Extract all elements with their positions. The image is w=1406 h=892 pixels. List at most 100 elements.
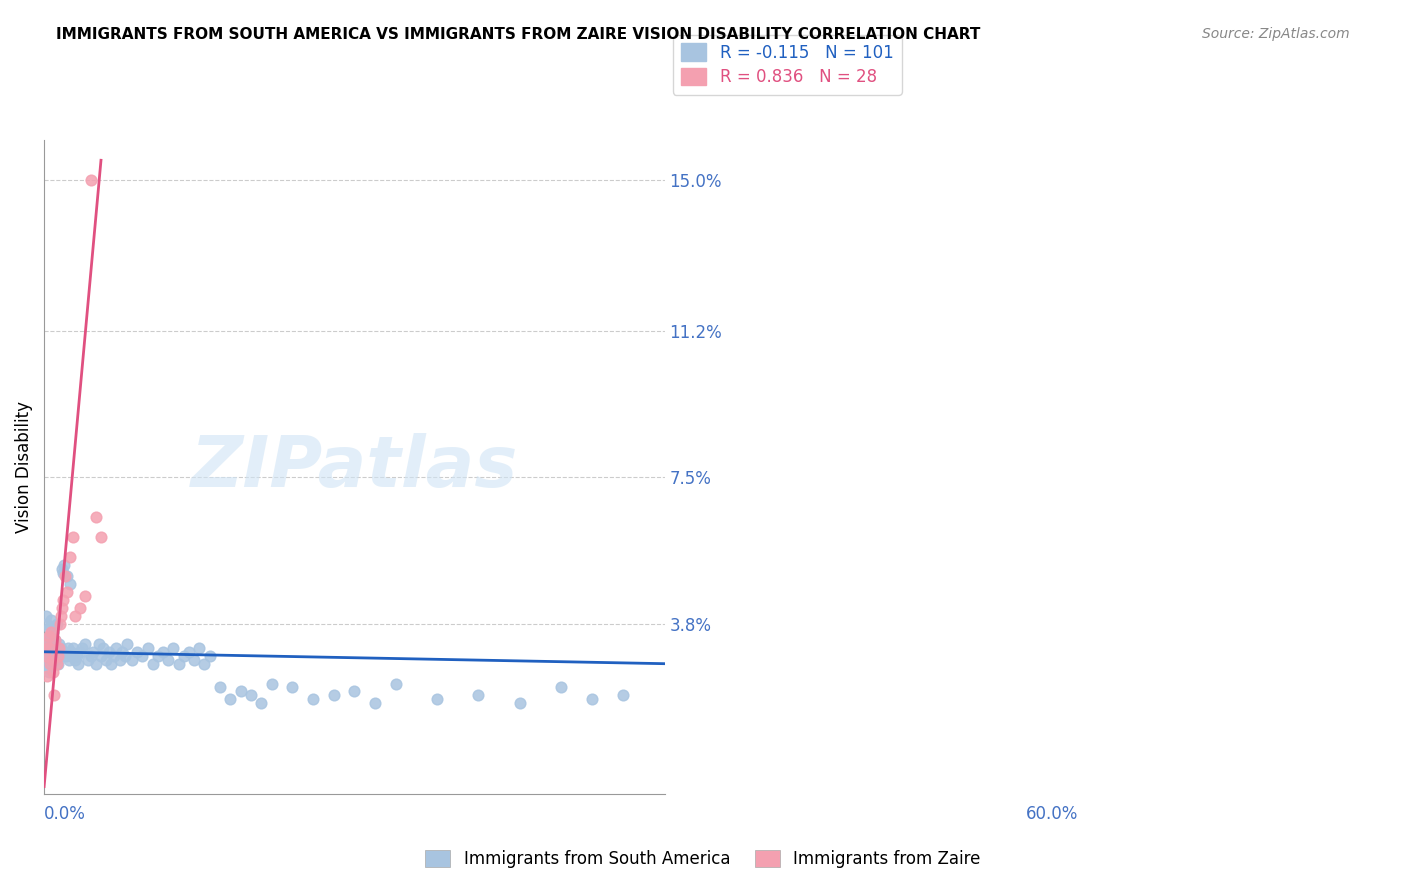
- Point: [42, 624, 65, 639]
- Point: [384, 676, 406, 690]
- Point: [35, 657, 58, 671]
- Point: [343, 684, 366, 698]
- Text: 60.0%: 60.0%: [1026, 805, 1078, 823]
- Point: [75, 637, 97, 651]
- Point: [62, 530, 84, 544]
- Point: [46, 645, 69, 659]
- Point: [183, 653, 205, 667]
- Point: [136, 640, 159, 655]
- Point: [59, 577, 82, 591]
- Point: [41, 645, 63, 659]
- Point: [49, 640, 72, 655]
- Point: [72, 640, 94, 655]
- Point: [44, 653, 66, 667]
- Point: [37, 640, 59, 655]
- Point: [198, 648, 221, 663]
- Point: [55, 648, 77, 663]
- Point: [44, 640, 66, 655]
- Point: [51, 561, 73, 575]
- Point: [35, 640, 58, 655]
- Point: [52, 558, 75, 572]
- Point: [39, 640, 62, 655]
- Point: [76, 653, 98, 667]
- Point: [114, 648, 136, 663]
- Point: [46, 657, 69, 671]
- Point: [45, 617, 67, 632]
- Point: [53, 645, 76, 659]
- Point: [38, 629, 60, 643]
- Point: [48, 617, 70, 632]
- Point: [48, 648, 70, 663]
- Point: [41, 657, 63, 671]
- Point: [38, 665, 60, 679]
- Point: [42, 665, 65, 679]
- Point: [35, 609, 58, 624]
- Point: [51, 601, 73, 615]
- Point: [56, 585, 79, 599]
- Point: [157, 653, 180, 667]
- Point: [41, 653, 63, 667]
- Point: [103, 648, 125, 663]
- Point: [281, 681, 304, 695]
- Point: [193, 657, 215, 671]
- Point: [98, 645, 121, 659]
- Point: [142, 657, 165, 671]
- Point: [612, 689, 634, 703]
- Point: [84, 510, 107, 524]
- Point: [53, 569, 76, 583]
- Point: [49, 609, 72, 624]
- Point: [38, 621, 60, 635]
- Point: [44, 645, 66, 659]
- Point: [34, 648, 56, 663]
- Point: [82, 645, 104, 659]
- Point: [364, 696, 387, 710]
- Point: [46, 648, 69, 663]
- Point: [127, 645, 149, 659]
- Point: [229, 684, 252, 698]
- Point: [121, 653, 143, 667]
- Point: [42, 648, 65, 663]
- Point: [41, 637, 63, 651]
- Point: [52, 593, 75, 607]
- Point: [426, 692, 449, 706]
- Point: [59, 645, 82, 659]
- Point: [173, 648, 195, 663]
- Point: [45, 657, 67, 671]
- Point: [152, 645, 174, 659]
- Legend: R = -0.115   N = 101, R = 0.836   N = 28: R = -0.115 N = 101, R = 0.836 N = 28: [673, 35, 901, 95]
- Point: [37, 668, 59, 682]
- Point: [56, 569, 79, 583]
- Point: [467, 689, 489, 703]
- Point: [48, 637, 70, 651]
- Point: [250, 696, 273, 710]
- Point: [59, 549, 82, 564]
- Point: [131, 648, 153, 663]
- Text: IMMIGRANTS FROM SOUTH AMERICA VS IMMIGRANTS FROM ZAIRE VISION DISABILITY CORRELA: IMMIGRANTS FROM SOUTH AMERICA VS IMMIGRA…: [56, 27, 980, 42]
- Point: [550, 681, 572, 695]
- Point: [44, 632, 66, 647]
- Point: [167, 657, 190, 671]
- Point: [322, 689, 344, 703]
- Point: [90, 530, 112, 544]
- Point: [581, 692, 603, 706]
- Point: [35, 637, 58, 651]
- Point: [38, 632, 60, 647]
- Point: [60, 648, 83, 663]
- Point: [79, 648, 101, 663]
- Point: [66, 648, 89, 663]
- Point: [177, 645, 200, 659]
- Point: [37, 653, 59, 667]
- Point: [63, 609, 86, 624]
- Point: [44, 632, 66, 647]
- Point: [219, 692, 242, 706]
- Point: [41, 653, 63, 667]
- Point: [58, 653, 80, 667]
- Point: [162, 640, 184, 655]
- Point: [108, 653, 131, 667]
- Point: [100, 657, 122, 671]
- Point: [56, 640, 79, 655]
- Point: [146, 648, 169, 663]
- Point: [87, 637, 110, 651]
- Point: [44, 689, 66, 703]
- Text: 0.0%: 0.0%: [44, 805, 86, 823]
